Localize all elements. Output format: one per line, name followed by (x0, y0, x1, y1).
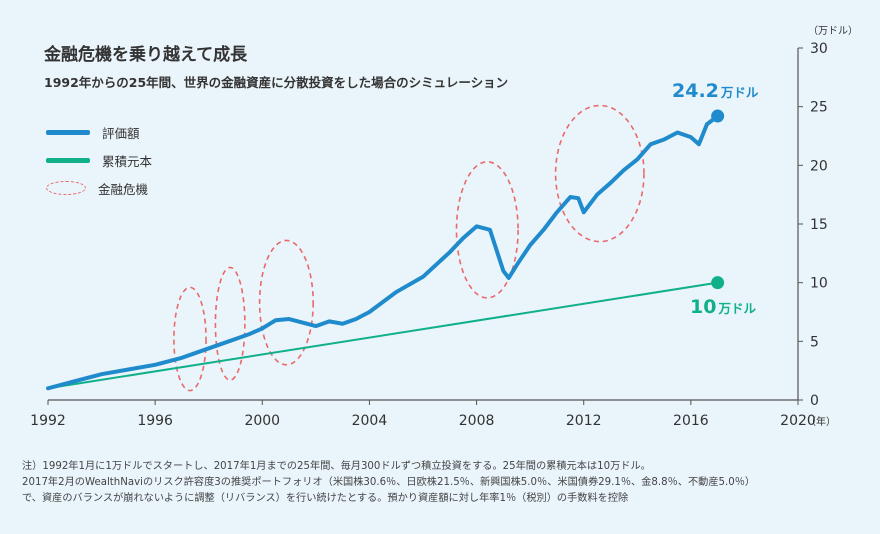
x-tick-label-2012: 2012 (566, 413, 602, 429)
value-end-label: 24.2 万ドル (672, 80, 758, 102)
x-axis-unit: （年） (806, 415, 836, 428)
value-line (46, 114, 720, 391)
legend-item-value: 評価額 (46, 118, 152, 146)
chart-title: 金融危機を乗り越えて成長 (44, 45, 248, 65)
y-tick-label-30: 30 (810, 41, 828, 57)
y-axis-unit: （万ドル） (808, 25, 858, 37)
footnote: 注）1992年1月に1万ドルでスタートし、2017年1月までの25年間、毎月30… (22, 459, 755, 507)
legend-swatch-principal (46, 157, 90, 163)
tick-labels: 1992 1996 2000 2004 2008 2012 2016 2020（年）05101… (30, 25, 858, 429)
crisis-ellipse-4 (455, 161, 519, 299)
chart-lines (46, 109, 725, 391)
principal-line (47, 281, 718, 390)
legend-label-crisis: 金融危機 (98, 181, 149, 197)
x-tick-label-2000: 2000 (244, 413, 280, 429)
legend-swatch-value (46, 129, 90, 135)
footnote-line-2: 2017年2月のWealthNaviのリスク許容度3の推奨ポートフォリオ（米国株… (22, 477, 756, 488)
principal-end-unit: 万ドル (718, 301, 756, 316)
x-tick-label-1992: 1992 (30, 413, 66, 429)
principal-end-label: 10 万ドル (690, 296, 756, 318)
footnote-line-3: で、資産のバランスが崩れないように調整（リバランス）を行い続けたとする。預かり資… (22, 493, 629, 504)
y-tick-label-5: 5 (810, 334, 819, 350)
x-tick-label-2020: 2020 (780, 413, 816, 429)
legend-label-value: 評価額 (102, 125, 140, 141)
crisis-ellipse-1 (173, 286, 207, 392)
x-tick-label-2016: 2016 (673, 413, 709, 429)
y-tick-label-15: 15 (810, 217, 828, 233)
y-tick-label-10: 10 (810, 276, 828, 292)
crisis-ellipses (173, 104, 645, 392)
crisis-ellipse-5 (554, 104, 645, 243)
x-tick-label-2004: 2004 (352, 413, 388, 429)
chart-axes (47, 47, 803, 405)
crisis-ellipse-3 (258, 239, 314, 366)
y-tick-label-20: 20 (810, 158, 828, 174)
value-end-unit: 万ドル (720, 85, 759, 100)
y-tick-label-0: 0 (810, 393, 819, 409)
value-end-number: 24.2 (672, 80, 719, 102)
principal-end-point (711, 276, 725, 290)
x-tick-label-2008: 2008 (459, 413, 495, 429)
legend-item-principal: 累積元本 (46, 146, 152, 174)
legend-label-principal: 累積元本 (102, 153, 153, 169)
crisis-ellipse-2 (214, 266, 246, 381)
y-tick-label-25: 25 (810, 100, 828, 116)
value-end-point (711, 109, 725, 123)
chart-subtitle: 1992年からの25年間、世界の金融資産に分散投資をした場合のシミュレーション (44, 75, 509, 90)
footnote-line-1: 注）1992年1月に1万ドルでスタートし、2017年1月までの25年間、毎月30… (22, 461, 651, 472)
legend-item-crisis: 金融危機 (46, 174, 152, 202)
legend-swatch-crisis (46, 181, 86, 195)
x-tick-label-1996: 1996 (137, 413, 173, 429)
legend: 評価額 累積元本 金融危機 (46, 118, 152, 202)
principal-end-number: 10 (690, 296, 717, 318)
